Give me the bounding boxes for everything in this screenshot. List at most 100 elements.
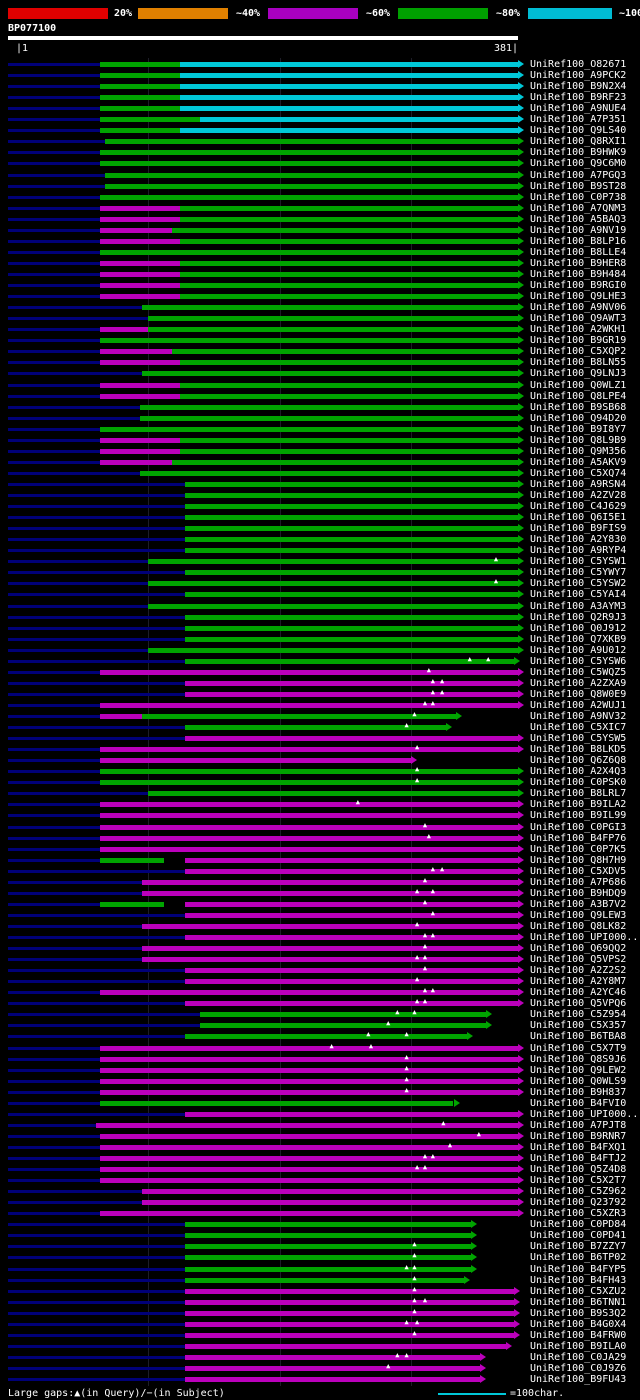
alignment-segment[interactable] bbox=[185, 1255, 471, 1261]
alignment-segment[interactable] bbox=[185, 1001, 518, 1007]
hit-label[interactable]: UniRef100_B9ILA0 bbox=[530, 1340, 627, 1352]
hit-label[interactable]: UniRef100_B9FU43 bbox=[530, 1374, 627, 1385]
hit-label[interactable]: UniRef100_B9HDQ9 bbox=[530, 887, 627, 899]
alignment-segment[interactable] bbox=[140, 415, 518, 421]
alignment-segment[interactable] bbox=[185, 515, 518, 520]
alignment-segment[interactable] bbox=[99, 73, 180, 78]
hit-label[interactable]: UniRef100_B9HWK9 bbox=[530, 147, 627, 159]
alignment-segment[interactable] bbox=[141, 879, 518, 885]
hit-label[interactable]: UniRef100_Q5Z4D8 bbox=[530, 1164, 627, 1175]
alignment-segment[interactable] bbox=[185, 1321, 514, 1327]
hit-label[interactable]: UniRef100_B8LN55 bbox=[530, 357, 627, 369]
alignment-segment[interactable] bbox=[148, 316, 518, 322]
alignment-segment[interactable] bbox=[99, 714, 142, 719]
alignment-segment[interactable] bbox=[99, 393, 180, 399]
hit-label[interactable]: UniRef100_Q9M356 bbox=[530, 445, 627, 457]
hit-label[interactable]: UniRef100_B9ST28 bbox=[530, 180, 627, 192]
alignment-segment[interactable] bbox=[179, 437, 518, 443]
hit-label[interactable]: UniRef100_Q9LNJ3 bbox=[530, 368, 627, 380]
hit-label[interactable]: UniRef100_A5BAQ3 bbox=[530, 213, 627, 225]
hit-label[interactable]: UniRef100_A2X4Q3 bbox=[530, 766, 627, 778]
hit-label[interactable]: UniRef100_B9ILA2 bbox=[530, 799, 627, 811]
hit-label[interactable]: UniRef100_C0JA29 bbox=[530, 1351, 627, 1363]
hit-label[interactable]: UniRef100_A3AYM3 bbox=[530, 600, 627, 612]
hit-label[interactable]: UniRef100_UPI000... bbox=[530, 1108, 640, 1120]
hit-label[interactable]: UniRef100_B9S3Q2 bbox=[530, 1307, 627, 1319]
alignment-segment[interactable] bbox=[179, 360, 518, 366]
alignment-segment[interactable] bbox=[199, 1012, 487, 1018]
hit-label[interactable]: UniRef100_B6TNN1 bbox=[530, 1296, 627, 1308]
alignment-segment[interactable] bbox=[185, 1310, 514, 1316]
alignment-segment[interactable] bbox=[199, 1023, 487, 1029]
alignment-segment[interactable] bbox=[179, 106, 518, 112]
hit-label[interactable]: UniRef100_C5YSW1 bbox=[530, 556, 627, 568]
alignment-segment[interactable] bbox=[185, 526, 518, 532]
alignment-segment[interactable] bbox=[99, 1178, 518, 1184]
alignment-segment[interactable] bbox=[104, 139, 518, 145]
hit-label[interactable]: UniRef100_C5X357 bbox=[530, 1020, 627, 1032]
hit-label[interactable]: UniRef100_A5AKV9 bbox=[530, 456, 627, 468]
alignment-segment[interactable] bbox=[179, 216, 518, 222]
alignment-segment[interactable] bbox=[185, 658, 514, 664]
alignment-segment[interactable] bbox=[179, 95, 518, 101]
alignment-segment[interactable] bbox=[99, 84, 180, 90]
hit-label[interactable]: UniRef100_A7PGQ3 bbox=[530, 169, 627, 181]
alignment-segment[interactable] bbox=[99, 1144, 518, 1150]
hit-label[interactable]: UniRef100_C0J9Z6 bbox=[530, 1362, 627, 1374]
alignment-segment[interactable] bbox=[185, 481, 518, 487]
alignment-segment[interactable] bbox=[185, 1034, 467, 1040]
alignment-segment[interactable] bbox=[185, 736, 518, 742]
alignment-segment[interactable] bbox=[99, 117, 200, 123]
alignment-segment[interactable] bbox=[99, 283, 180, 288]
alignment-segment[interactable] bbox=[148, 327, 518, 333]
hit-label[interactable]: UniRef100_B4FXQ1 bbox=[530, 1141, 627, 1153]
alignment-segment[interactable] bbox=[185, 493, 518, 498]
alignment-segment[interactable] bbox=[141, 1200, 518, 1206]
hit-label[interactable]: UniRef100_C0PD84 bbox=[530, 1219, 627, 1231]
hit-label[interactable]: UniRef100_A2WUJ1 bbox=[530, 699, 627, 711]
hit-label[interactable]: UniRef100_C0P738 bbox=[530, 191, 627, 203]
hit-label[interactable]: UniRef100_Q94D20 bbox=[530, 412, 627, 424]
alignment-segment[interactable] bbox=[148, 647, 518, 653]
hit-label[interactable]: UniRef100_Q0J912 bbox=[530, 622, 627, 634]
hit-label[interactable]: UniRef100_C0PD41 bbox=[530, 1230, 627, 1242]
alignment-segment[interactable] bbox=[99, 1156, 518, 1161]
hit-label[interactable]: UniRef100_Q8L9B9 bbox=[530, 434, 627, 446]
alignment-segment[interactable] bbox=[99, 260, 180, 266]
alignment-segment[interactable] bbox=[99, 128, 180, 134]
hit-label[interactable]: UniRef100_C5WQZ5 bbox=[530, 666, 627, 678]
hit-label[interactable]: UniRef100_A3B7V2 bbox=[530, 898, 627, 910]
alignment-segment[interactable] bbox=[148, 581, 518, 587]
alignment-segment[interactable] bbox=[99, 161, 518, 167]
hit-label[interactable]: UniRef100_Q7XKB9 bbox=[530, 633, 627, 645]
alignment-segment[interactable] bbox=[99, 1056, 518, 1062]
hit-label[interactable]: UniRef100_C5YSW5 bbox=[530, 733, 627, 745]
alignment-segment[interactable] bbox=[140, 404, 518, 410]
alignment-segment[interactable] bbox=[99, 95, 180, 101]
hit-label[interactable]: UniRef100_C5Z962 bbox=[530, 1186, 627, 1198]
hit-label[interactable]: UniRef100_Q0WLZ1 bbox=[530, 379, 627, 391]
alignment-segment[interactable] bbox=[141, 946, 518, 951]
alignment-segment[interactable] bbox=[179, 128, 518, 134]
alignment-segment[interactable] bbox=[185, 901, 518, 907]
alignment-segment[interactable] bbox=[185, 1222, 471, 1228]
alignment-segment[interactable] bbox=[99, 205, 180, 211]
hit-label[interactable]: UniRef100_C4J629 bbox=[530, 501, 627, 512]
alignment-segment[interactable] bbox=[185, 1233, 471, 1239]
alignment-segment[interactable] bbox=[185, 625, 518, 631]
alignment-segment[interactable] bbox=[185, 1266, 471, 1272]
hit-label[interactable]: UniRef100_B6TP02 bbox=[530, 1252, 627, 1264]
hit-label[interactable]: UniRef100_Q9LS40 bbox=[530, 125, 627, 137]
hit-label[interactable]: UniRef100_A7PJT8 bbox=[530, 1119, 627, 1131]
alignment-segment[interactable] bbox=[185, 691, 518, 697]
hit-label[interactable]: UniRef100_Q23792 bbox=[530, 1197, 627, 1209]
alignment-segment[interactable] bbox=[99, 1045, 518, 1051]
alignment-segment[interactable] bbox=[179, 62, 518, 67]
alignment-segment[interactable] bbox=[199, 117, 518, 123]
alignment-segment[interactable] bbox=[95, 1122, 518, 1128]
alignment-segment[interactable] bbox=[99, 901, 165, 907]
hit-label[interactable]: UniRef100_Q8LPE4 bbox=[530, 390, 627, 402]
hit-label[interactable]: UniRef100_B9H837 bbox=[530, 1086, 627, 1098]
alignment-segment[interactable] bbox=[179, 272, 518, 277]
hit-label[interactable]: UniRef100_C5YSW6 bbox=[530, 655, 627, 667]
